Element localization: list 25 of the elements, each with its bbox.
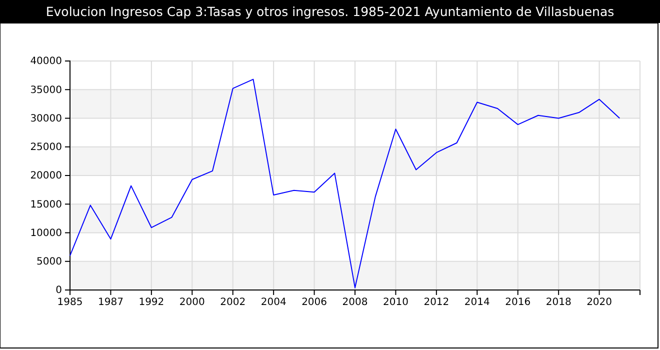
x-tick-label: 2020 — [586, 297, 612, 308]
x-tick-label: 1985 — [57, 297, 83, 308]
x-tick-label: 2002 — [220, 297, 246, 308]
line-series — [70, 78, 620, 288]
x-tick-label: 2000 — [179, 297, 205, 308]
y-tick-label: 0 — [56, 285, 62, 296]
y-tick-label: 15000 — [30, 199, 62, 210]
y-tick-label: 30000 — [30, 113, 62, 124]
x-tick-label: 2016 — [505, 297, 531, 308]
y-tick-label: 10000 — [30, 228, 62, 239]
x-tick-label: 1992 — [138, 297, 164, 308]
x-tick-label: 2004 — [260, 297, 286, 308]
x-tick-label: 2012 — [424, 297, 450, 308]
x-tick-label: 2014 — [464, 297, 490, 308]
x-tick-label: 2018 — [546, 297, 572, 308]
x-tick-label: 2008 — [342, 297, 368, 308]
y-tick-label: 40000 — [30, 56, 62, 68]
x-tick-label: 2010 — [382, 297, 408, 308]
chart-title: Evolucion Ingresos Cap 3:Tasas y otros ingresos. 1985-2021 Ayuntamiento de Villasbuenas — [46, 4, 614, 19]
y-tick-label: 35000 — [30, 84, 62, 96]
y-tick-label: 25000 — [30, 142, 62, 154]
x-tick-label: 2006 — [302, 297, 328, 308]
y-tick-label: 20000 — [30, 170, 62, 182]
y-tick-label: 5000 — [36, 256, 62, 268]
x-tick-label: 1987 — [98, 297, 124, 308]
